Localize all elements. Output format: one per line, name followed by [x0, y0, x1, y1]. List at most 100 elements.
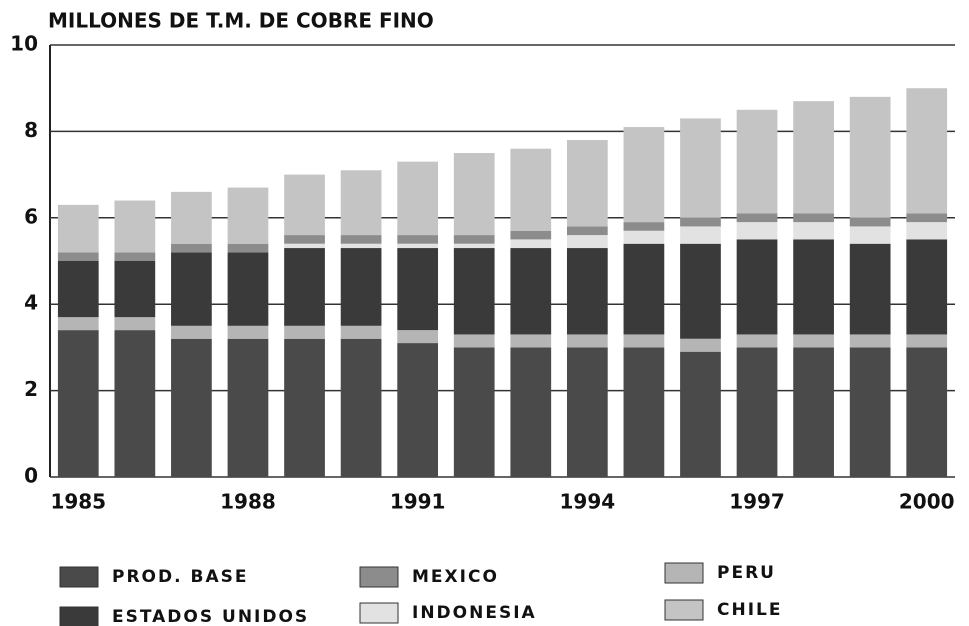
bar-segment: [510, 148, 552, 231]
bar-segment: [849, 347, 891, 477]
bar-segment: [623, 334, 665, 348]
bar-segment: [114, 200, 156, 253]
bar-segment: [284, 248, 325, 326]
bar-segment: [906, 222, 948, 240]
y-tick-label: 0: [24, 464, 38, 488]
bar-segment: [227, 252, 269, 326]
y-tick-label: 8: [24, 118, 38, 142]
legend-swatch: [59, 606, 99, 626]
bar-segment: [453, 248, 495, 335]
bar-segment: [566, 235, 608, 249]
bar-segment: [623, 347, 665, 477]
bar-segment: [680, 118, 721, 218]
bar-segment: [906, 347, 948, 477]
y-tick-label: 10: [10, 32, 38, 56]
bar-segment: [227, 325, 269, 339]
bar-segment: [736, 347, 778, 477]
bar-segment: [623, 222, 665, 231]
bar-segment: [793, 334, 834, 348]
bar-segment: [736, 222, 778, 240]
bar-segment: [227, 187, 269, 244]
bar-segment: [849, 96, 891, 218]
legend-label: CHILE: [717, 600, 782, 620]
bar-segment: [510, 248, 552, 335]
bar-segment: [284, 338, 325, 477]
bar-segment: [397, 343, 439, 477]
x-tick-label: 1994: [560, 490, 616, 514]
bar-segment: [453, 153, 495, 236]
bar-segment: [849, 243, 891, 335]
legend-label: PROD. BASE: [112, 567, 248, 587]
legend-swatch: [664, 562, 704, 584]
bar-segment: [114, 261, 156, 318]
legend-label: ESTADOS UNIDOS: [112, 607, 309, 626]
legend-label: MEXICO: [412, 567, 499, 587]
bar-segment: [57, 330, 99, 477]
bar-segment: [793, 222, 834, 240]
bar-segment: [906, 88, 948, 214]
bar-segment: [510, 230, 552, 240]
x-tick-label: 1991: [390, 490, 446, 514]
bar-segment: [566, 334, 608, 348]
bar-segment: [340, 248, 382, 326]
legend-swatch: [664, 599, 704, 621]
bar-segment: [793, 347, 834, 477]
bar-segment: [453, 334, 495, 348]
bar-segment: [510, 347, 552, 477]
bar-segment: [566, 248, 608, 335]
bar-segment: [849, 334, 891, 348]
bar-segment: [736, 239, 778, 335]
bar-segment: [114, 252, 156, 261]
bar-segment: [227, 243, 269, 253]
bar-segment: [397, 243, 439, 249]
y-tick-label: 2: [24, 377, 38, 401]
y-tick-label: 4: [24, 291, 38, 315]
bar-segment: [57, 204, 99, 253]
x-tick-label: 1985: [50, 490, 106, 514]
bar-segment: [171, 191, 212, 244]
bar-segment: [171, 243, 212, 253]
bar-segment: [566, 226, 608, 236]
bar-segment: [680, 351, 721, 477]
bar-segment: [397, 330, 439, 344]
bar-segment: [57, 261, 99, 318]
bar-segment: [453, 243, 495, 249]
legend-label: INDONESIA: [412, 603, 537, 623]
bar-segment: [284, 235, 325, 244]
bar-segment: [171, 252, 212, 326]
legend-swatch: [359, 566, 399, 588]
bar-segment: [736, 213, 778, 223]
bar-segment: [340, 170, 382, 236]
bar-segment: [849, 217, 891, 227]
bar-segment: [340, 235, 382, 244]
legend-label: PERU: [717, 563, 776, 583]
x-tick-label: 1988: [220, 490, 276, 514]
bar-segment: [453, 347, 495, 477]
bar-segment: [623, 127, 665, 223]
bar-segment: [397, 248, 439, 331]
bar-segment: [510, 239, 552, 249]
bar-segment: [680, 338, 721, 352]
bar-segment: [114, 317, 156, 331]
bar-segment: [57, 317, 99, 331]
bar-segment: [171, 325, 212, 339]
bar-segment: [227, 338, 269, 477]
bar-segment: [566, 347, 608, 477]
x-tick-label: 1997: [729, 490, 785, 514]
bar-segment: [906, 213, 948, 223]
bar-segment: [906, 334, 948, 348]
bar-segment: [284, 325, 325, 339]
bar-segment: [906, 239, 948, 335]
bar-segment: [736, 109, 778, 214]
bar-segment: [793, 101, 834, 214]
bar-segment: [340, 325, 382, 339]
bar-segment: [736, 334, 778, 348]
bar-segment: [510, 334, 552, 348]
chart-title: MILLONES DE T.M. DE COBRE FINO: [48, 9, 434, 33]
bar-segment: [849, 226, 891, 244]
bar-segment: [114, 330, 156, 477]
bar-segment: [680, 226, 721, 244]
bar-segment: [623, 230, 665, 244]
x-tick-label: 2000: [899, 490, 955, 514]
